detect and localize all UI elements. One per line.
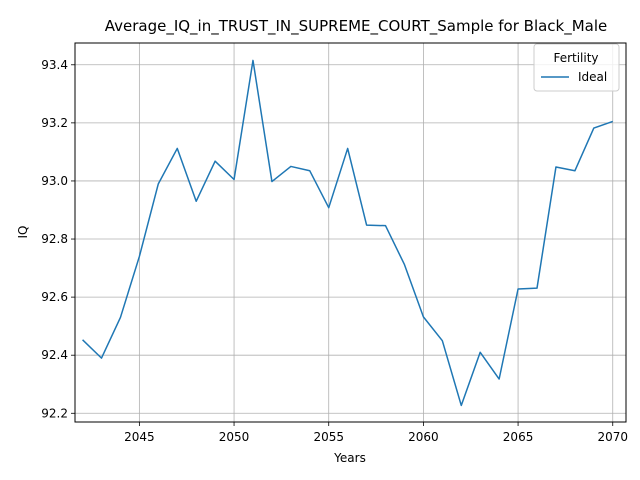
y-axis-label: IQ bbox=[16, 226, 30, 239]
y-tick-label: 92.8 bbox=[41, 232, 68, 246]
x-axis-label: Years bbox=[333, 451, 366, 465]
x-tick-label: 2050 bbox=[219, 430, 250, 444]
y-tick-label: 92.2 bbox=[41, 406, 68, 420]
y-tick-label: 93.4 bbox=[41, 58, 68, 72]
legend-label-ideal: Ideal bbox=[578, 70, 607, 84]
x-tick-label: 2065 bbox=[503, 430, 534, 444]
y-tick-label: 93.2 bbox=[41, 116, 68, 130]
grid-lines bbox=[75, 43, 626, 422]
axis-ticks: 2045 2050 2055 2060 2065 2070 92.2 92.4 92.6 92.8… bbox=[41, 58, 628, 444]
x-tick-label: 2055 bbox=[313, 430, 344, 444]
y-tick-label: 92.6 bbox=[41, 290, 68, 304]
y-tick-label: 92.4 bbox=[41, 348, 68, 362]
legend-box bbox=[533, 43, 620, 92]
legend: Fertility Ideal bbox=[533, 43, 620, 92]
legend-title: Fertility bbox=[553, 51, 598, 65]
chart-title: Average_IQ_in_TRUST_IN_SUPREME_COURT_Sam… bbox=[105, 17, 608, 36]
series-layer bbox=[82, 59, 613, 407]
x-tick-label: 2070 bbox=[597, 430, 628, 444]
x-tick-label: 2060 bbox=[408, 430, 439, 444]
series-line-ideal bbox=[82, 59, 613, 407]
x-tick-label: 2045 bbox=[124, 430, 155, 444]
y-tick-label: 93.0 bbox=[41, 174, 68, 188]
plot-frame bbox=[74, 42, 627, 423]
